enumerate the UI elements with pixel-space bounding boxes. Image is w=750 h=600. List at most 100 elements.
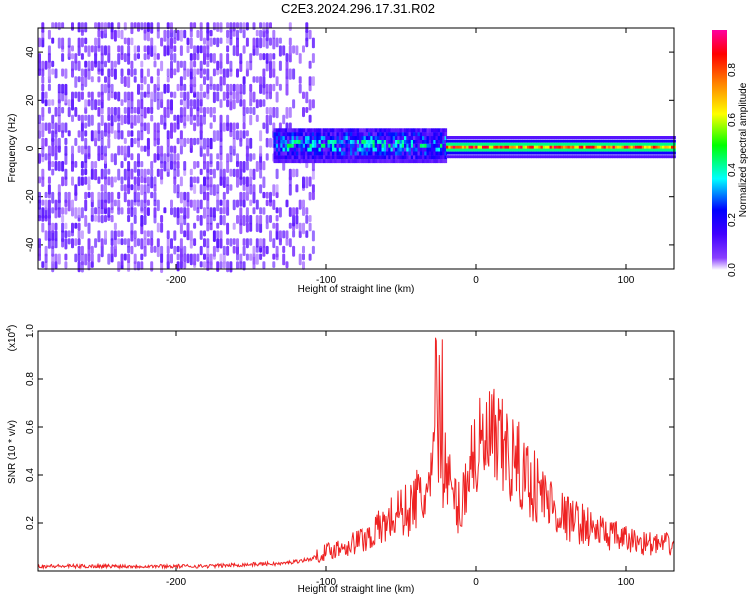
heatmap-cell [120, 76, 124, 84]
heatmap-cell [280, 143, 283, 148]
heatmap-cell [222, 76, 226, 86]
heatmap-cell [282, 139, 286, 144]
heatmap-cell [203, 153, 206, 164]
heatmap-cell [583, 155, 586, 159]
heatmap-cell [435, 147, 439, 152]
heatmap-cell [67, 130, 71, 137]
heatmap-cell [325, 128, 328, 133]
heatmap-cell [252, 107, 256, 115]
heatmap-cell [173, 91, 177, 99]
heatmap-cell [273, 155, 277, 160]
heatmap-cell [379, 136, 382, 140]
heatmap-cell [170, 99, 173, 111]
heatmap-cell [51, 37, 55, 44]
heatmap-cell [527, 155, 530, 159]
heatmap-cell [57, 207, 61, 218]
heatmap-cell [650, 148, 654, 152]
heatmap-cell [406, 151, 409, 156]
heatmap-cell [71, 60, 74, 72]
heatmap-cell [565, 145, 568, 149]
heatmap-cell [484, 148, 487, 152]
heatmap-cell [140, 184, 144, 196]
heatmap-cell [61, 91, 65, 102]
heatmap-cell [320, 132, 324, 137]
heatmap-cell [206, 161, 210, 173]
heatmap-cell [318, 143, 322, 148]
heatmap-cell [612, 139, 616, 143]
colorbar-ticks: 0.00.20.40.60.8 [727, 63, 738, 277]
heatmap-cell [259, 161, 263, 170]
heatmap-cell [193, 137, 197, 146]
heatmap-cell [370, 132, 373, 137]
heatmap-cell [242, 161, 246, 173]
heatmap-cell [466, 155, 469, 159]
heatmap-cell [484, 139, 487, 143]
heatmap-cell [104, 215, 107, 223]
heatmap-cell [332, 139, 335, 144]
heatmap-cell [612, 148, 616, 152]
heatmap-cell [632, 145, 636, 149]
heatmap-cell [265, 83, 269, 94]
heatmap-cell [318, 159, 322, 164]
heatmap-cell [323, 136, 326, 140]
heatmap-cell [179, 176, 183, 187]
heatmap-cell [71, 176, 74, 186]
heatmap-cell [379, 132, 382, 137]
heatmap-cell [428, 147, 432, 152]
heatmap-cell [404, 147, 407, 152]
heatmap-cell [280, 136, 283, 140]
heatmap-cell [309, 143, 313, 148]
heatmap-cell [437, 136, 441, 140]
heatmap-cell [484, 151, 487, 155]
heatmap-cell [292, 168, 296, 178]
heatmap-cell [392, 139, 396, 144]
heatmap-cell [637, 139, 640, 143]
heatmap-cell [603, 151, 607, 155]
heatmap-cell [305, 91, 309, 104]
heatmap-cell [71, 207, 74, 217]
heatmap-cell [574, 142, 577, 146]
heatmap-cell [323, 139, 326, 144]
heatmap-cell [605, 145, 609, 149]
heatmap-cell [325, 147, 328, 152]
heatmap-cell [461, 151, 465, 155]
heatmap-cell [614, 139, 618, 143]
heatmap-cell [377, 159, 380, 164]
heatmap-cell [601, 151, 604, 155]
heatmap-cell [345, 139, 349, 144]
heatmap-cell [305, 207, 309, 215]
heatmap-cell [272, 253, 276, 260]
heatmap-cell [140, 215, 144, 227]
heatmap-cell [54, 22, 58, 29]
heatmap-cell [222, 68, 226, 78]
heatmap-cell [515, 145, 519, 149]
heatmap-cell [298, 222, 302, 232]
heatmap-cell [529, 151, 532, 155]
heatmap-cell [64, 207, 68, 215]
heatmap-cell [664, 151, 667, 155]
heatmap-cell [140, 60, 144, 68]
heatmap-cell [484, 136, 487, 139]
heatmap-cell [275, 107, 279, 119]
heatmap-cell [482, 139, 485, 143]
heatmap-cell [470, 148, 474, 152]
heatmap-cell [431, 136, 434, 140]
heatmap-cell [368, 143, 371, 148]
heatmap-cell [383, 147, 387, 152]
heatmap-cell [285, 68, 289, 80]
heatmap-cell [578, 136, 582, 139]
heatmap-cell [291, 136, 295, 140]
heatmap-cell [488, 155, 492, 159]
heatmap-cell [137, 45, 140, 53]
heatmap-cell [296, 139, 299, 144]
heatmap-cell [644, 151, 647, 155]
heatmap-cell [255, 199, 259, 210]
heatmap-cell [311, 143, 315, 148]
heatmap-cell [123, 76, 127, 87]
heatmap-cell [325, 132, 328, 137]
heatmap-cell [176, 137, 180, 145]
heatmap-cell [285, 83, 289, 96]
heatmap-cell [522, 142, 526, 146]
heatmap-cell [520, 136, 523, 139]
heatmap-cell [153, 184, 157, 192]
